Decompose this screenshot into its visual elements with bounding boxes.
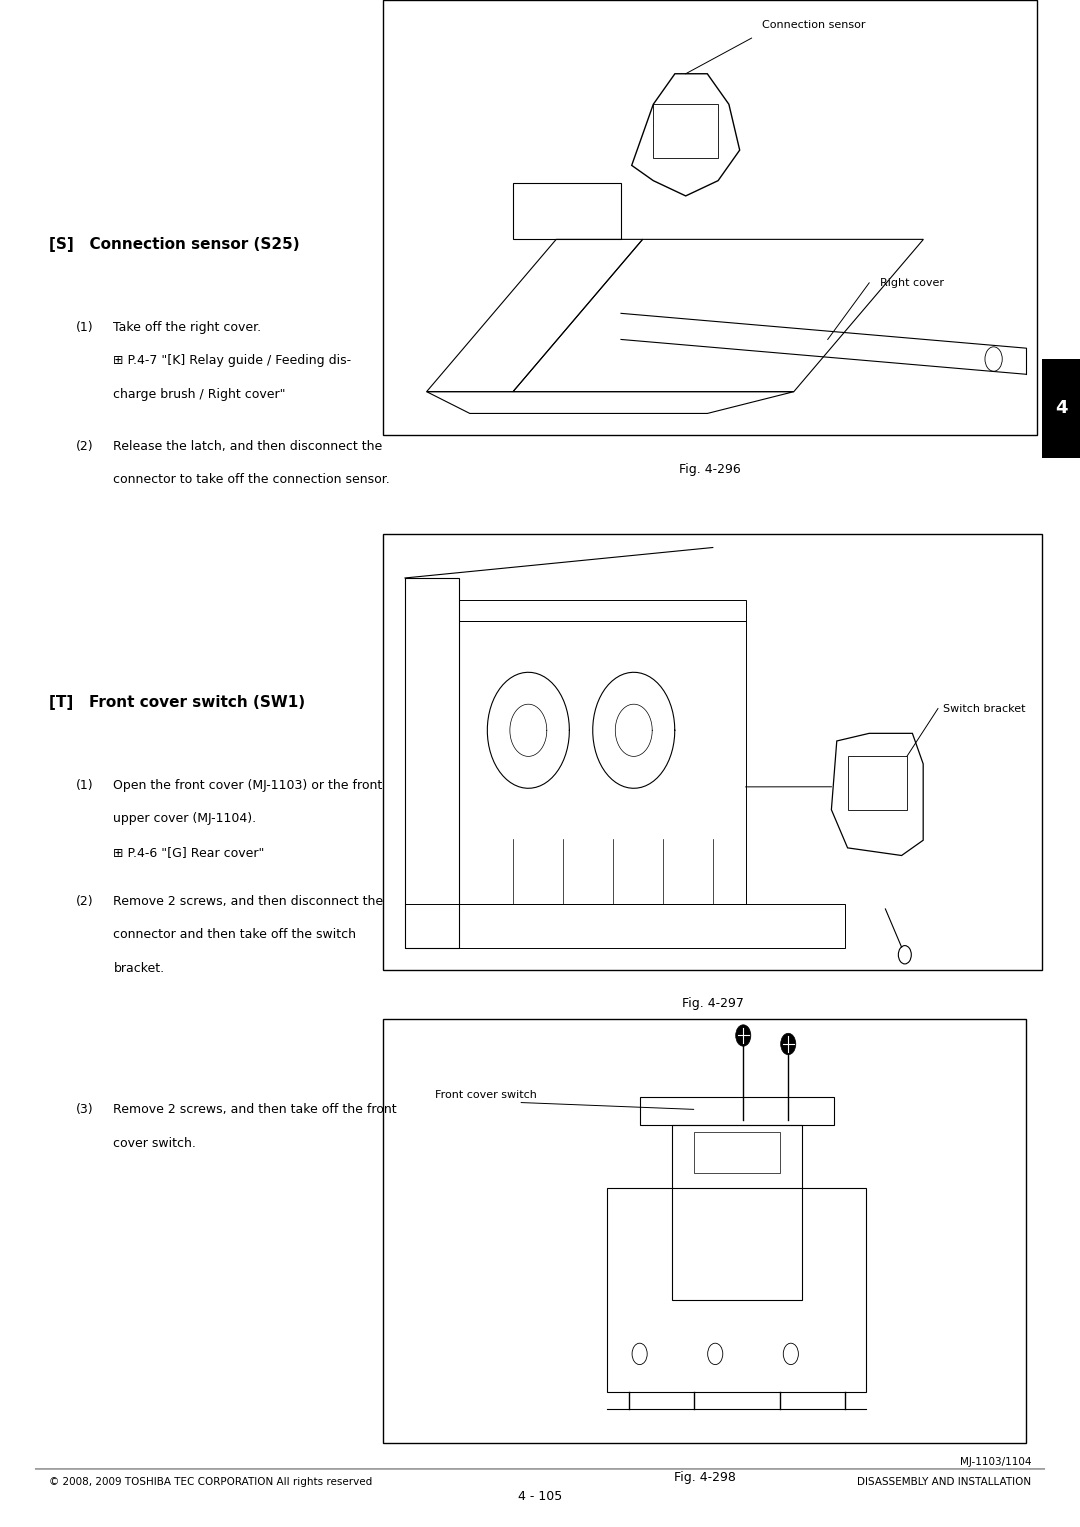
Bar xyxy=(1042,359,1080,458)
Text: Fig. 4-296: Fig. 4-296 xyxy=(679,463,741,476)
Text: Front cover switch: Front cover switch xyxy=(435,1090,537,1099)
Text: connector to take off the connection sensor.: connector to take off the connection sen… xyxy=(113,473,390,487)
Text: ⊞ P.4-7 "[K] Relay guide / Feeding dis-: ⊞ P.4-7 "[K] Relay guide / Feeding dis- xyxy=(113,354,351,368)
Text: Remove 2 screws, and then take off the front: Remove 2 screws, and then take off the f… xyxy=(113,1104,397,1116)
Bar xyxy=(383,1019,1026,1443)
Text: (2): (2) xyxy=(76,440,93,454)
Text: upper cover (MJ-1104).: upper cover (MJ-1104). xyxy=(113,812,257,826)
Bar xyxy=(383,0,1037,435)
Text: (1): (1) xyxy=(76,321,93,334)
Text: © 2008, 2009 TOSHIBA TEC CORPORATION All rights reserved: © 2008, 2009 TOSHIBA TEC CORPORATION All… xyxy=(49,1477,372,1487)
Text: Right cover: Right cover xyxy=(880,278,944,289)
Text: [S]   Connection sensor (S25): [S] Connection sensor (S25) xyxy=(49,237,299,252)
Text: (1): (1) xyxy=(76,779,93,793)
Text: MJ-1103/1104: MJ-1103/1104 xyxy=(960,1457,1031,1467)
Bar xyxy=(383,534,1042,970)
Text: DISASSEMBLY AND INSTALLATION: DISASSEMBLY AND INSTALLATION xyxy=(858,1477,1031,1487)
Circle shape xyxy=(781,1034,796,1055)
Circle shape xyxy=(735,1025,751,1046)
Text: (2): (2) xyxy=(76,895,93,909)
Text: Switch bracket: Switch bracket xyxy=(944,704,1026,713)
Text: connector and then take off the switch: connector and then take off the switch xyxy=(113,928,356,942)
Text: [T]   Front cover switch (SW1): [T] Front cover switch (SW1) xyxy=(49,695,305,710)
Text: Remove 2 screws, and then disconnect the: Remove 2 screws, and then disconnect the xyxy=(113,895,383,909)
Text: charge brush / Right cover": charge brush / Right cover" xyxy=(113,388,286,402)
Text: 4: 4 xyxy=(1055,400,1067,417)
Text: ⊞ P.4-6 "[G] Rear cover": ⊞ P.4-6 "[G] Rear cover" xyxy=(113,846,265,860)
Text: Fig. 4-297: Fig. 4-297 xyxy=(681,997,744,1011)
Text: (3): (3) xyxy=(76,1104,93,1116)
Text: bracket.: bracket. xyxy=(113,962,164,976)
Text: Fig. 4-298: Fig. 4-298 xyxy=(674,1471,735,1484)
Text: Connection sensor: Connection sensor xyxy=(762,20,866,31)
Text: 4 - 105: 4 - 105 xyxy=(518,1489,562,1503)
Text: Take off the right cover.: Take off the right cover. xyxy=(113,321,261,334)
Text: Release the latch, and then disconnect the: Release the latch, and then disconnect t… xyxy=(113,440,382,454)
Text: cover switch.: cover switch. xyxy=(113,1138,197,1150)
Text: Open the front cover (MJ-1103) or the front: Open the front cover (MJ-1103) or the fr… xyxy=(113,779,382,793)
